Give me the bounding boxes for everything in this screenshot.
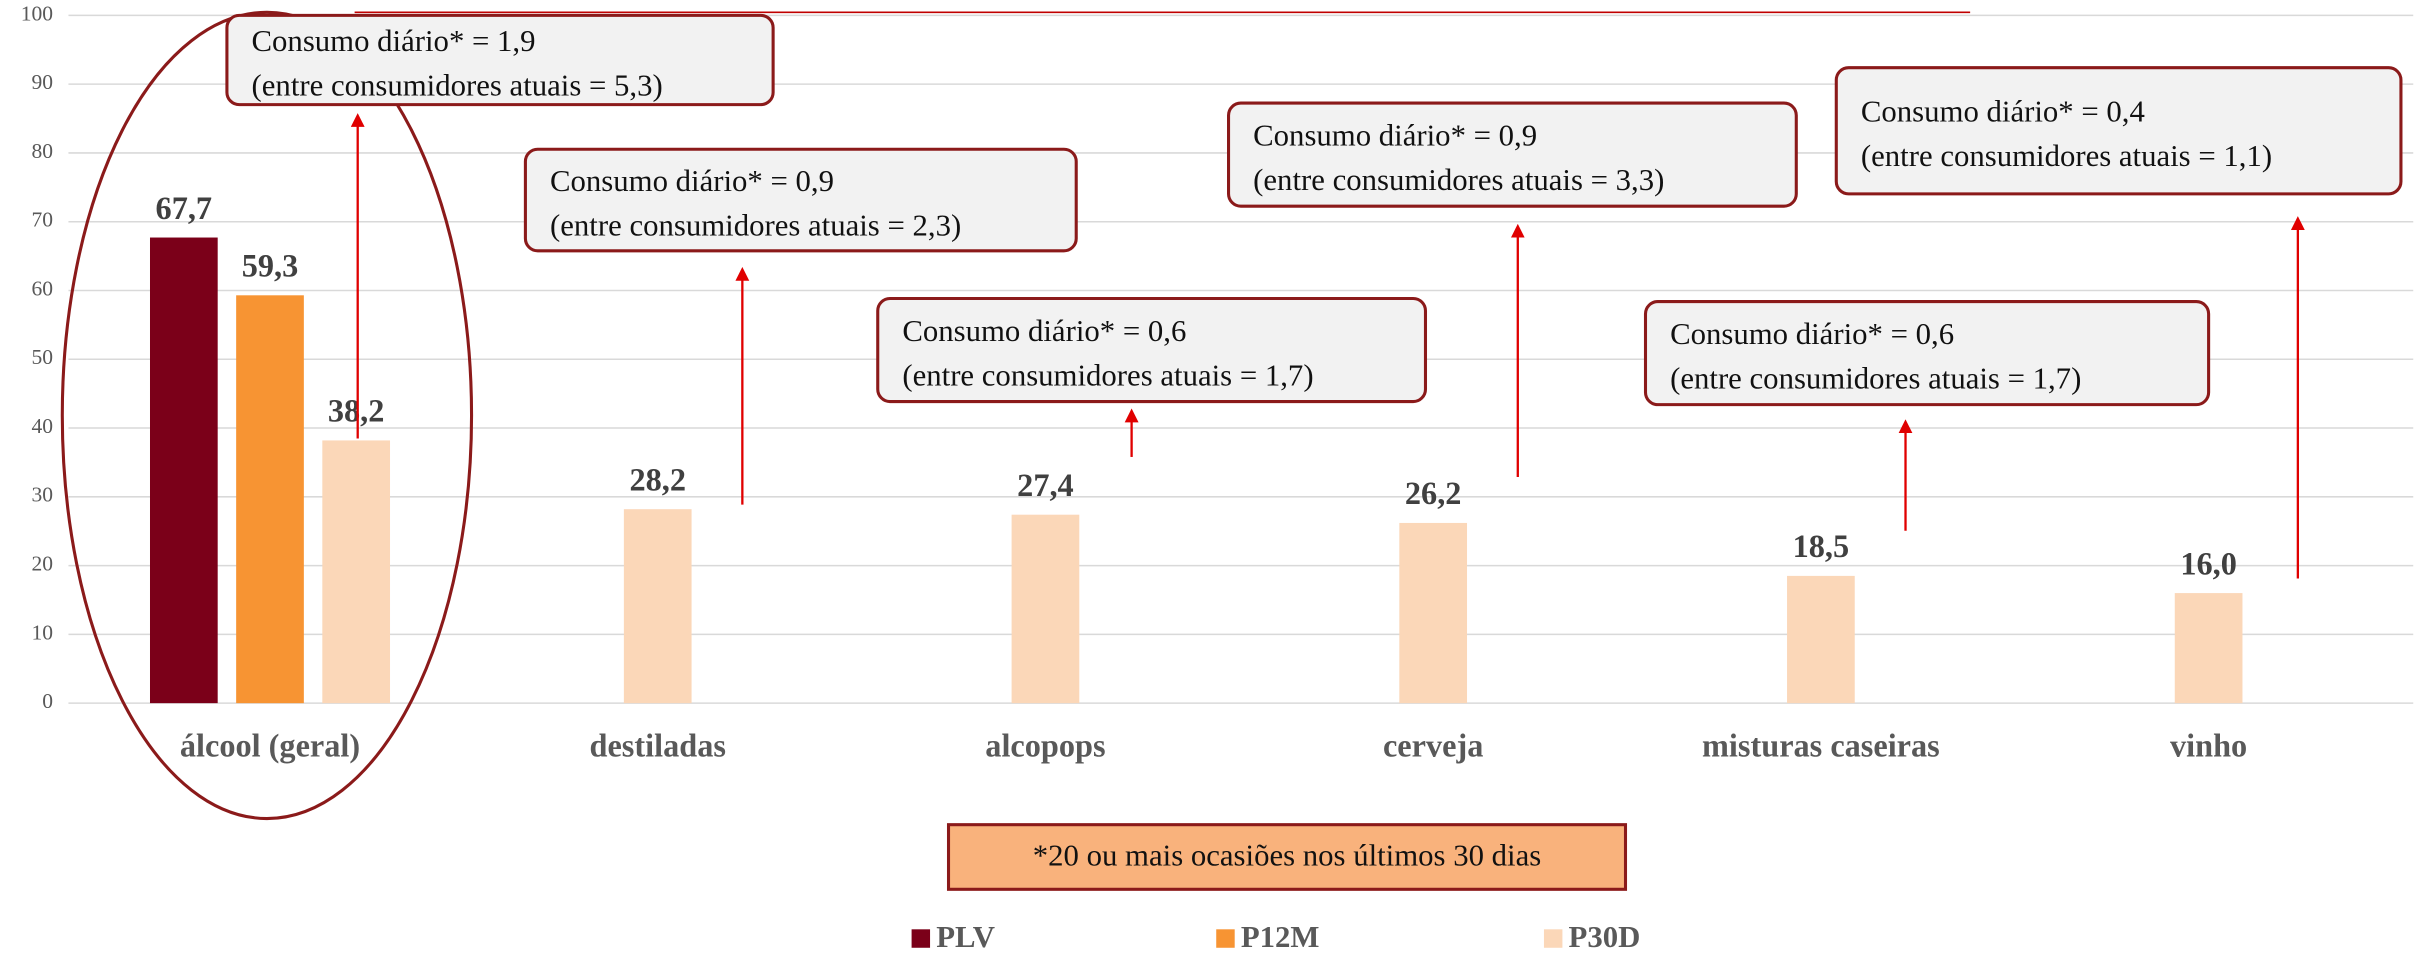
callout-box [1643,300,2211,407]
bar [236,295,304,704]
y-tick-label: 70 [32,208,54,232]
x-tick-label: alcopops [985,728,1105,764]
bar [1787,575,1855,704]
legend-label: PLV [936,920,995,954]
callout-box [225,13,775,107]
y-tick-label: 50 [32,345,54,369]
callout-text: (entre consumidores atuais = 1,1) [1861,139,2272,173]
value-label: 18,5 [1793,528,1850,564]
value-label: 59,3 [242,248,299,284]
callout-text: (entre consumidores atuais = 1,7) [902,358,1313,392]
y-tick-label: 20 [32,552,54,576]
callout-text: Consumo diário* = 0,4 [1861,95,2145,129]
y-tick-label: 80 [32,139,54,163]
bar [623,509,692,704]
value-label: 28,2 [629,461,686,497]
y-tick-label: 0 [42,689,53,713]
value-label: 38,2 [328,393,385,429]
callout-text: Consumo diário* = 0,6 [1670,317,1954,351]
y-tick-label: 90 [32,70,54,94]
callout-box [1227,101,1798,208]
footnote: *20 ou mais ocasiões nos últimos 30 dias [1033,839,1541,873]
callout-text: (entre consumidores atuais = 1,7) [1670,361,2081,395]
callout-text: Consumo diário* = 0,6 [902,314,1186,348]
bar [1399,522,1468,704]
callout-box [1834,66,2403,196]
value-label: 26,2 [1405,475,1462,511]
callout-text: (entre consumidores atuais = 5,3) [252,68,663,102]
x-tick-label: vinho [2170,728,2247,764]
callout-text: (entre consumidores atuais = 2,3) [550,208,961,242]
bar [1011,514,1080,704]
x-tick-label: cerveja [1383,728,1483,764]
value-label: 27,4 [1017,467,1074,503]
value-label: 16,0 [2180,545,2237,581]
callout-text: Consumo diário* = 1,9 [252,24,536,58]
y-tick-label: 60 [32,276,54,300]
y-tick-label: 100 [21,1,53,25]
callout-text: (entre consumidores atuais = 3,3) [1253,163,1664,197]
callout-box [523,147,1078,253]
legend-swatch [1543,929,1563,948]
legend-label: P30D [1569,920,1641,954]
bar [149,237,218,704]
legend-swatch [1216,929,1235,948]
callout-box [876,296,1428,404]
footnote-box [946,823,1628,891]
y-tick-label: 10 [32,620,54,644]
y-tick-label: 30 [32,483,54,507]
callout-text: Consumo diário* = 0,9 [1253,118,1537,152]
x-tick-label: misturas caseiras [1702,728,1940,764]
callout-text: Consumo diário* = 0,9 [550,164,834,198]
highlight-ellipse [60,10,474,821]
bar [2174,593,2243,704]
x-tick-label: álcool (geral) [180,728,360,764]
y-tick-label: 40 [32,414,54,438]
x-tick-label: destiladas [590,728,726,764]
legend-label: P12M [1241,920,1320,954]
value-label: 67,7 [156,190,213,226]
legend-swatch [911,929,931,948]
bar [322,440,391,704]
